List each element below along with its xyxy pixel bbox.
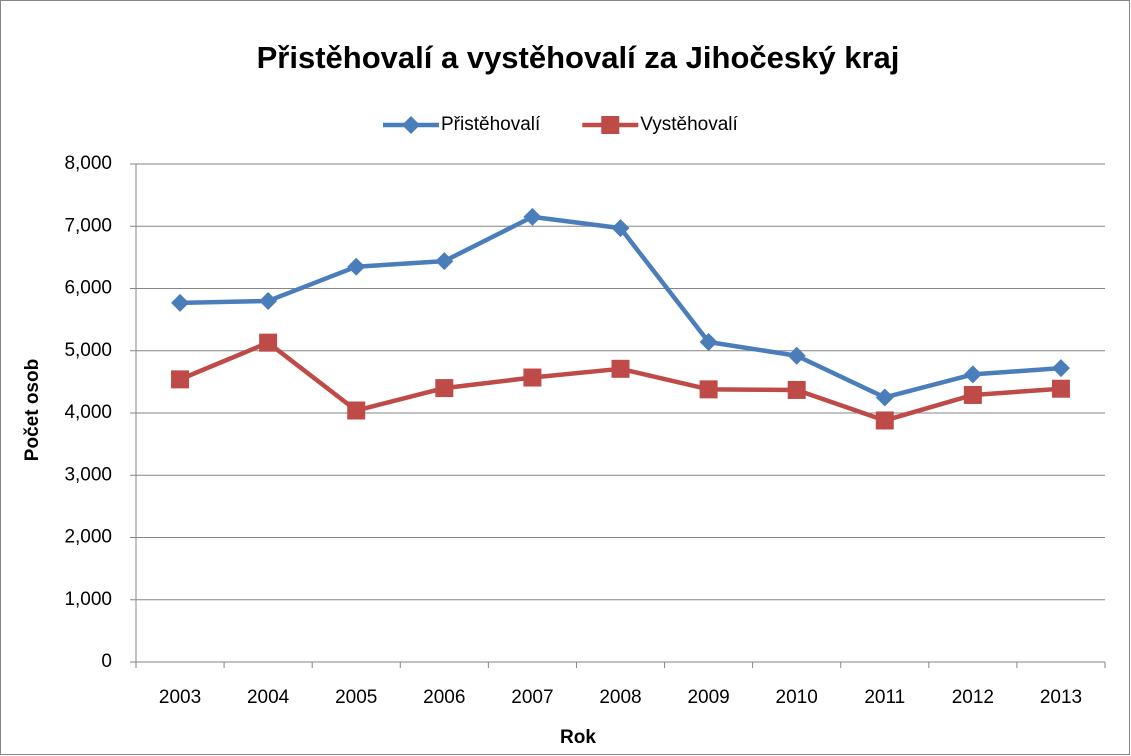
marker [611,359,630,378]
y-tick-label: 2,000 [64,527,112,548]
marker [171,293,190,312]
x-tick-label: 2012 [952,687,994,708]
marker [435,379,454,398]
marker [259,291,278,310]
marker [787,346,806,365]
x-tick-label: 2007 [511,687,553,708]
y-tick-label: 5,000 [64,340,112,361]
x-tick-label: 2004 [247,687,290,708]
y-tick-label: 4,000 [64,402,112,423]
x-axis-title: Rok [560,727,596,748]
x-tick-label: 2008 [599,687,641,708]
y-tick-label: 7,000 [64,215,112,236]
marker [963,385,982,404]
marker [875,388,894,407]
marker [875,411,894,430]
x-tick-label: 2005 [335,687,377,708]
y-tick-label: 6,000 [64,278,112,299]
marker [1051,379,1070,398]
x-tick-label: 2011 [864,687,905,708]
chart-title: Přistěhovalí a vystěhovalí za Jihočeský … [257,40,900,75]
x-tick-label: 2006 [423,687,465,708]
marker [523,207,542,226]
x-tick-label: 2003 [159,687,201,708]
y-tick-label: 8,000 [64,153,112,174]
marker [963,365,982,384]
y-axis-title: Počet osob [22,359,43,461]
marker [347,401,366,420]
marker [171,370,190,389]
x-tick-label: 2013 [1040,687,1082,708]
y-tick-label: 0 [101,651,112,672]
y-tick-label: 1,000 [64,589,112,610]
marker [435,252,454,271]
marker [787,380,806,399]
marker [259,333,278,352]
x-tick-label: 2009 [687,687,729,708]
marker [523,368,542,387]
y-tick-label: 3,000 [64,464,112,485]
marker [699,333,718,352]
marker [347,257,366,276]
marker [601,116,620,134]
marker [699,380,718,399]
marker [611,219,630,238]
marker [1051,359,1070,378]
marker [402,116,420,134]
legend-label: Vystěhovalí [640,114,738,135]
x-tick-label: 2010 [776,687,818,708]
legend-label: Přistěhovalí [441,114,541,135]
